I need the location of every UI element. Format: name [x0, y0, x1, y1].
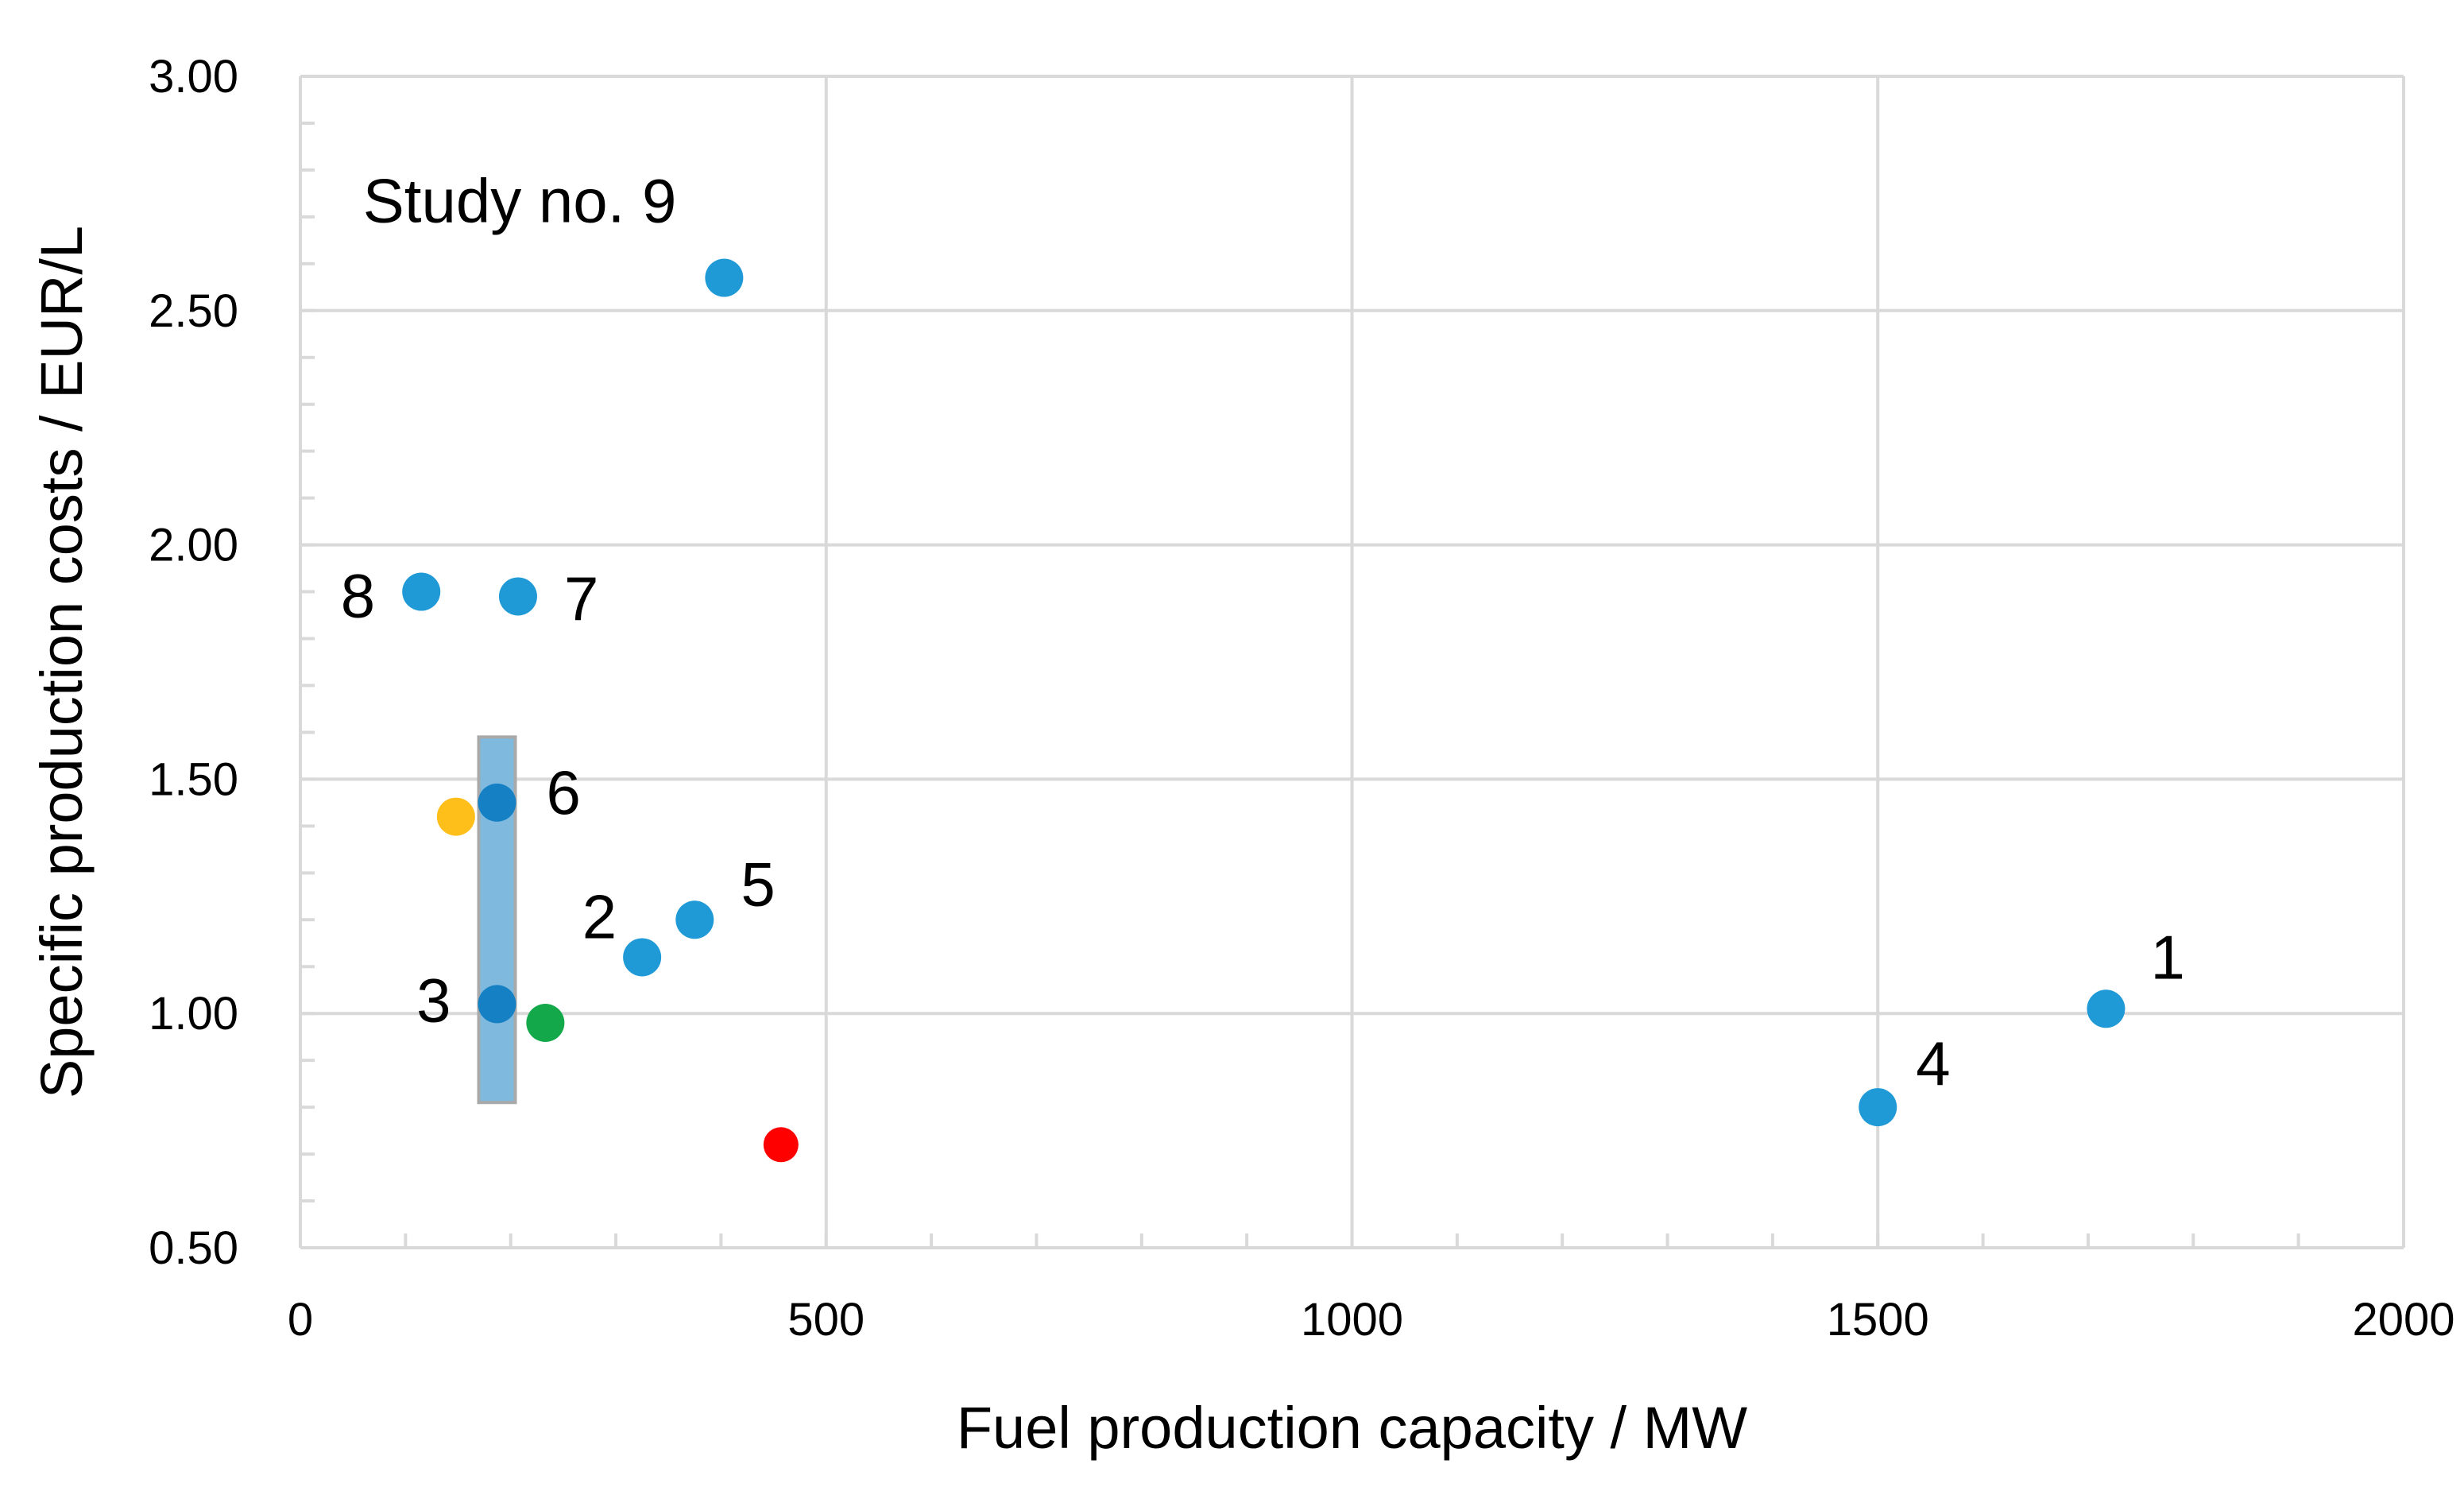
data-point: [623, 938, 662, 977]
data-point: [2087, 989, 2126, 1028]
y-tick-label: 2.50: [149, 285, 238, 337]
data-point: [526, 1003, 565, 1042]
x-tick-label: 500: [787, 1294, 865, 1346]
minor-ticks: [300, 121, 2300, 1248]
x-tick-label: 2000: [2352, 1294, 2454, 1346]
y-tick-label: 2.00: [149, 520, 238, 571]
data-point: [763, 1127, 799, 1163]
y-axis-tick-labels: 0.50 1.00 1.50 2.00 2.50 3.00: [149, 51, 238, 1274]
data-point-label: 5: [741, 849, 775, 919]
data-point-label: 1: [2150, 922, 2184, 992]
data-point-label: 3: [416, 965, 451, 1035]
x-tick-label: 0: [288, 1294, 313, 1346]
y-tick-label: 0.50: [149, 1222, 238, 1274]
data-point: [705, 258, 744, 297]
y-tick-label: 1.50: [149, 753, 238, 805]
data-point: [436, 797, 475, 836]
y-tick-label: 3.00: [149, 51, 238, 103]
y-tick-label: 1.00: [149, 988, 238, 1040]
data-point: [675, 900, 714, 939]
data-point: [402, 572, 441, 611]
data-point-labels: 1 2 3 4 5 6 7 8 Study no. 9: [341, 166, 2185, 1099]
x-axis-title: Fuel production capacity / MW: [957, 1395, 1747, 1461]
data-points: [402, 258, 2126, 1163]
data-point: [1859, 1088, 1897, 1127]
data-point-label: 2: [582, 881, 617, 951]
data-point: [498, 577, 537, 616]
data-point-label: 4: [1916, 1028, 1950, 1098]
data-point-label: Study no. 9: [363, 166, 677, 236]
plot-frame: [299, 76, 2404, 1249]
data-point-label: 7: [564, 563, 598, 633]
x-tick-label: 1000: [1301, 1294, 1403, 1346]
y-axis-title: Specific production costs / EUR/L: [29, 226, 95, 1098]
data-point-label: 8: [341, 561, 375, 631]
x-tick-label: 1500: [1827, 1294, 1929, 1346]
x-axis-tick-labels: 0 500 1000 1500 2000: [288, 1294, 2455, 1346]
data-point: [478, 985, 516, 1024]
gridlines: [300, 75, 2405, 1248]
data-point-label: 6: [546, 757, 580, 827]
data-point: [478, 783, 516, 822]
